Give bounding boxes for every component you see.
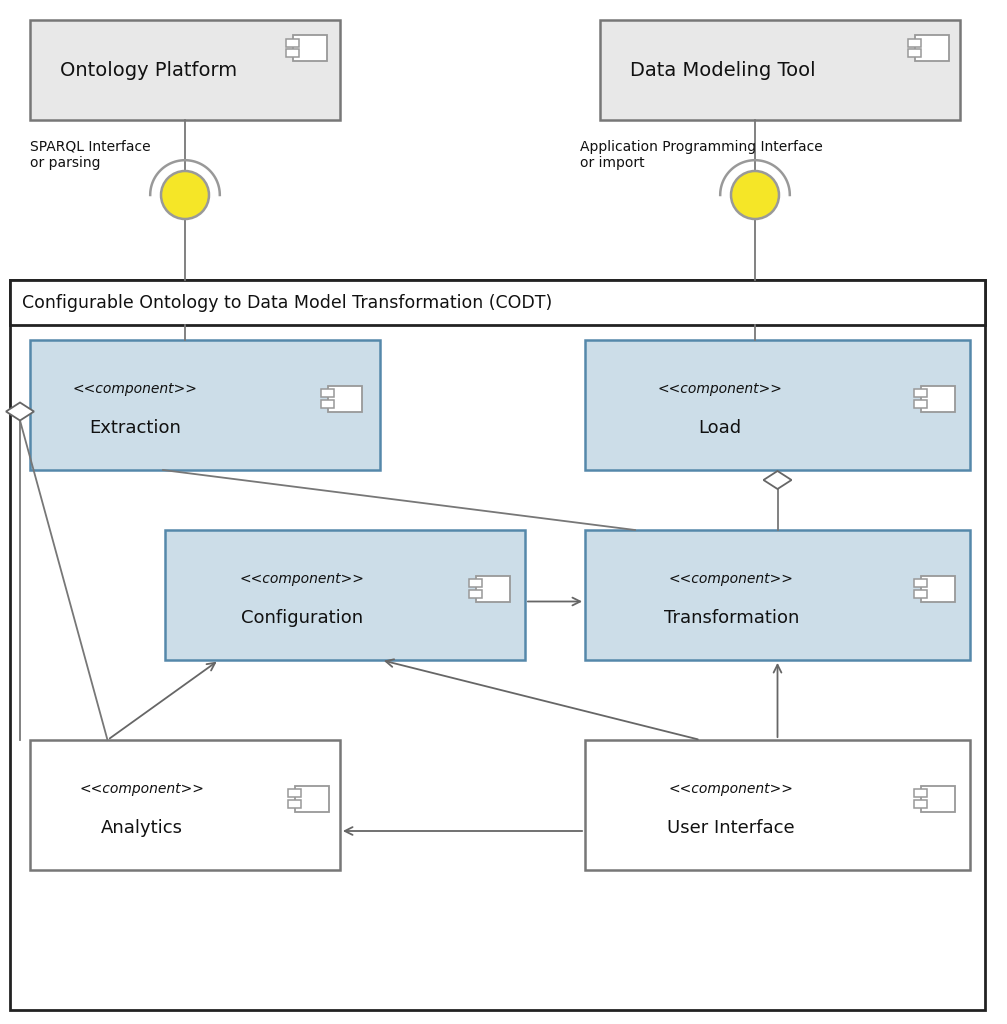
Bar: [295, 785, 329, 811]
Bar: [921, 785, 955, 811]
Bar: [921, 385, 955, 412]
Bar: [585, 740, 970, 870]
Bar: [286, 39, 299, 47]
Bar: [913, 389, 926, 397]
Bar: [469, 580, 482, 587]
Polygon shape: [763, 471, 792, 489]
Text: <<component>>: <<component>>: [240, 572, 365, 587]
Bar: [476, 575, 510, 601]
Bar: [30, 340, 380, 470]
Text: Application Programming Interface
or import: Application Programming Interface or imp…: [580, 140, 823, 170]
Bar: [913, 800, 926, 808]
Polygon shape: [6, 402, 34, 421]
Text: Load: Load: [698, 420, 741, 437]
Bar: [10, 280, 985, 1010]
Bar: [293, 35, 327, 61]
Text: Analytics: Analytics: [101, 819, 182, 838]
Bar: [908, 49, 920, 57]
Text: Transformation: Transformation: [664, 609, 799, 628]
Text: <<component>>: <<component>>: [669, 572, 794, 587]
Circle shape: [731, 171, 779, 219]
Bar: [585, 340, 970, 470]
Bar: [321, 400, 334, 408]
Bar: [913, 790, 926, 797]
Text: <<component>>: <<component>>: [658, 382, 782, 396]
Circle shape: [161, 171, 209, 219]
Bar: [288, 790, 301, 797]
Text: Ontology Platform: Ontology Platform: [60, 60, 237, 80]
Bar: [286, 49, 299, 57]
Bar: [10, 280, 985, 325]
Bar: [908, 39, 920, 47]
Text: <<component>>: <<component>>: [669, 782, 794, 797]
Text: Configuration: Configuration: [241, 609, 363, 628]
Text: User Interface: User Interface: [668, 819, 796, 838]
Bar: [328, 385, 362, 412]
Text: Extraction: Extraction: [89, 420, 181, 437]
Bar: [913, 590, 926, 598]
Text: <<component>>: <<component>>: [73, 382, 197, 396]
Text: Data Modeling Tool: Data Modeling Tool: [630, 60, 816, 80]
Bar: [913, 400, 926, 408]
Bar: [469, 590, 482, 598]
Bar: [321, 389, 334, 397]
Bar: [913, 580, 926, 587]
Text: SPARQL Interface
or parsing: SPARQL Interface or parsing: [30, 140, 151, 170]
Bar: [600, 20, 960, 120]
Text: Configurable Ontology to Data Model Transformation (CODT): Configurable Ontology to Data Model Tran…: [22, 294, 552, 311]
Bar: [915, 35, 949, 61]
Bar: [288, 800, 301, 808]
Bar: [165, 530, 525, 660]
Bar: [30, 740, 340, 870]
Text: <<component>>: <<component>>: [80, 782, 204, 797]
Bar: [921, 575, 955, 601]
Bar: [585, 530, 970, 660]
Bar: [30, 20, 340, 120]
